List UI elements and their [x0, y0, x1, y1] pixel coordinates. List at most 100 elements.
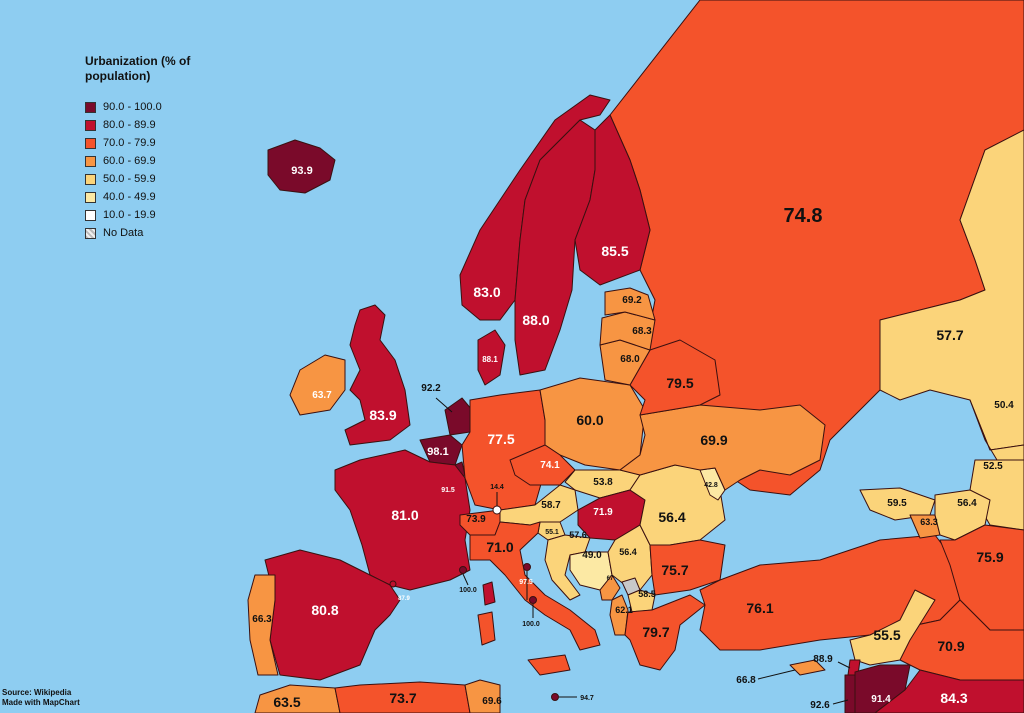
legend-label: No Data	[103, 227, 144, 239]
label-israel: 92.6	[810, 700, 830, 711]
label-saudi: 84.3	[940, 690, 967, 706]
label-czechia: 74.1	[540, 460, 560, 471]
label-sweden: 88.0	[522, 312, 549, 328]
legend-item: 10.0 - 19.9	[85, 206, 255, 224]
region-croatia	[544, 534, 591, 601]
region-uzbekistan	[969, 399, 1024, 466]
label-montenegro: 67	[607, 576, 614, 582]
label-vatican: 100.0	[522, 621, 540, 628]
label-liechtenstein: 14.4	[490, 484, 504, 491]
legend-swatch	[85, 137, 96, 149]
legend-item: 70.0 - 79.9	[85, 134, 255, 152]
label-france: 81.0	[391, 507, 418, 523]
marker-san-marino	[523, 563, 531, 571]
leader-lebanon	[837, 661, 851, 669]
label-ireland: 63.7	[312, 390, 332, 401]
region-corsica	[482, 581, 496, 606]
legend-swatch	[85, 173, 96, 185]
label-san-marino: 97.5	[519, 579, 533, 586]
leader-netherlands	[435, 397, 453, 413]
label-portugal: 66.3	[252, 614, 272, 625]
region-cyprus	[789, 659, 826, 676]
label-germany: 77.5	[487, 431, 514, 447]
label-netherlands: 92.2	[421, 383, 441, 394]
legend-label: 60.0 - 69.9	[103, 155, 156, 167]
label-bosnia: 49.0	[582, 550, 602, 561]
label-switzerland: 73.9	[466, 514, 486, 525]
legend-label: 70.0 - 79.9	[103, 137, 156, 149]
region-ukraine	[619, 404, 826, 491]
legend-label: 80.0 - 89.9	[103, 119, 156, 131]
label-turkmenistan: 52.5	[983, 461, 1003, 472]
label-morocco: 63.5	[273, 694, 300, 710]
label-iraq: 70.9	[937, 638, 964, 654]
region-israel	[844, 674, 856, 713]
label-armenia: 63.3	[920, 517, 938, 527]
legend-label: 90.0 - 100.0	[103, 101, 162, 113]
label-serbia: 56.4	[619, 547, 637, 557]
label-uzbekistan: 50.4	[994, 400, 1014, 411]
region-denmark	[477, 329, 506, 386]
label-luxembourg: 91.5	[441, 487, 455, 494]
label-lebanon: 88.9	[813, 654, 833, 665]
leader-monaco	[462, 573, 469, 586]
legend-swatch	[85, 155, 96, 167]
label-azerbaijan: 56.4	[957, 498, 977, 509]
region-uk	[344, 304, 411, 446]
label-macedonia: 58.5	[638, 589, 656, 599]
label-malta: 94.7	[580, 695, 594, 702]
region-iceland	[267, 139, 336, 194]
region-czechia	[509, 444, 576, 486]
region-ireland	[289, 354, 346, 416]
legend-label: 50.0 - 59.9	[103, 173, 156, 185]
legend-swatch	[85, 119, 96, 131]
label-latvia: 68.3	[632, 326, 652, 337]
label-estonia: 69.2	[622, 295, 642, 306]
label-monaco: 100.0	[459, 587, 477, 594]
source-line: Source: Wikipedia	[2, 688, 72, 697]
region-sweden	[514, 119, 596, 376]
region-algeria	[334, 681, 471, 713]
label-croatia: 57.6	[569, 530, 587, 540]
label-belgium: 98.1	[427, 446, 448, 458]
region-france	[334, 449, 471, 591]
made-with-line: Made with MapChart	[2, 698, 80, 707]
label-iran: 75.9	[976, 549, 1003, 565]
label-denmark: 88.1	[482, 355, 498, 364]
marker-vatican	[529, 596, 537, 604]
label-slovenia: 55.1	[545, 529, 559, 536]
label-lithuania: 68.0	[620, 354, 640, 365]
region-iran	[939, 524, 1024, 631]
label-andorra: 87.9	[398, 596, 410, 602]
label-austria: 58.7	[541, 500, 561, 511]
label-italy: 71.0	[486, 539, 513, 555]
legend-title-line2: population)	[85, 69, 151, 83]
legend-item: 80.0 - 89.9	[85, 116, 255, 134]
region-tunisia	[464, 679, 501, 713]
label-albania: 62.1	[615, 605, 633, 615]
label-moldova: 42.8	[704, 482, 718, 489]
legend-item: 60.0 - 69.9	[85, 152, 255, 170]
label-ukraine: 69.9	[700, 432, 727, 448]
label-turkey: 76.1	[746, 600, 773, 616]
legend-swatch	[85, 209, 96, 221]
region-saudi-arabia	[874, 669, 1024, 713]
legend-items: 90.0 - 100.0 80.0 - 89.9 70.0 - 79.9 60.0 -…	[85, 98, 255, 242]
label-slovakia: 53.8	[593, 477, 613, 488]
source-note: Source: Wikipedia Made with MapChart	[2, 688, 80, 708]
label-georgia: 59.5	[887, 498, 907, 509]
label-uk: 83.9	[369, 407, 396, 423]
legend-title-line1: Urbanization (% of	[85, 54, 191, 68]
label-tunisia: 69.6	[482, 696, 502, 707]
label-norway: 83.0	[473, 284, 500, 300]
label-bulgaria: 75.7	[661, 562, 688, 578]
label-belarus: 79.5	[666, 375, 693, 391]
region-portugal	[247, 574, 279, 676]
legend-item: No Data	[85, 224, 255, 242]
label-cyprus: 66.8	[736, 675, 756, 686]
region-morocco	[254, 684, 341, 713]
region-north-macedonia	[627, 589, 656, 613]
region-belgium	[419, 434, 463, 466]
label-spain: 80.8	[311, 602, 338, 618]
